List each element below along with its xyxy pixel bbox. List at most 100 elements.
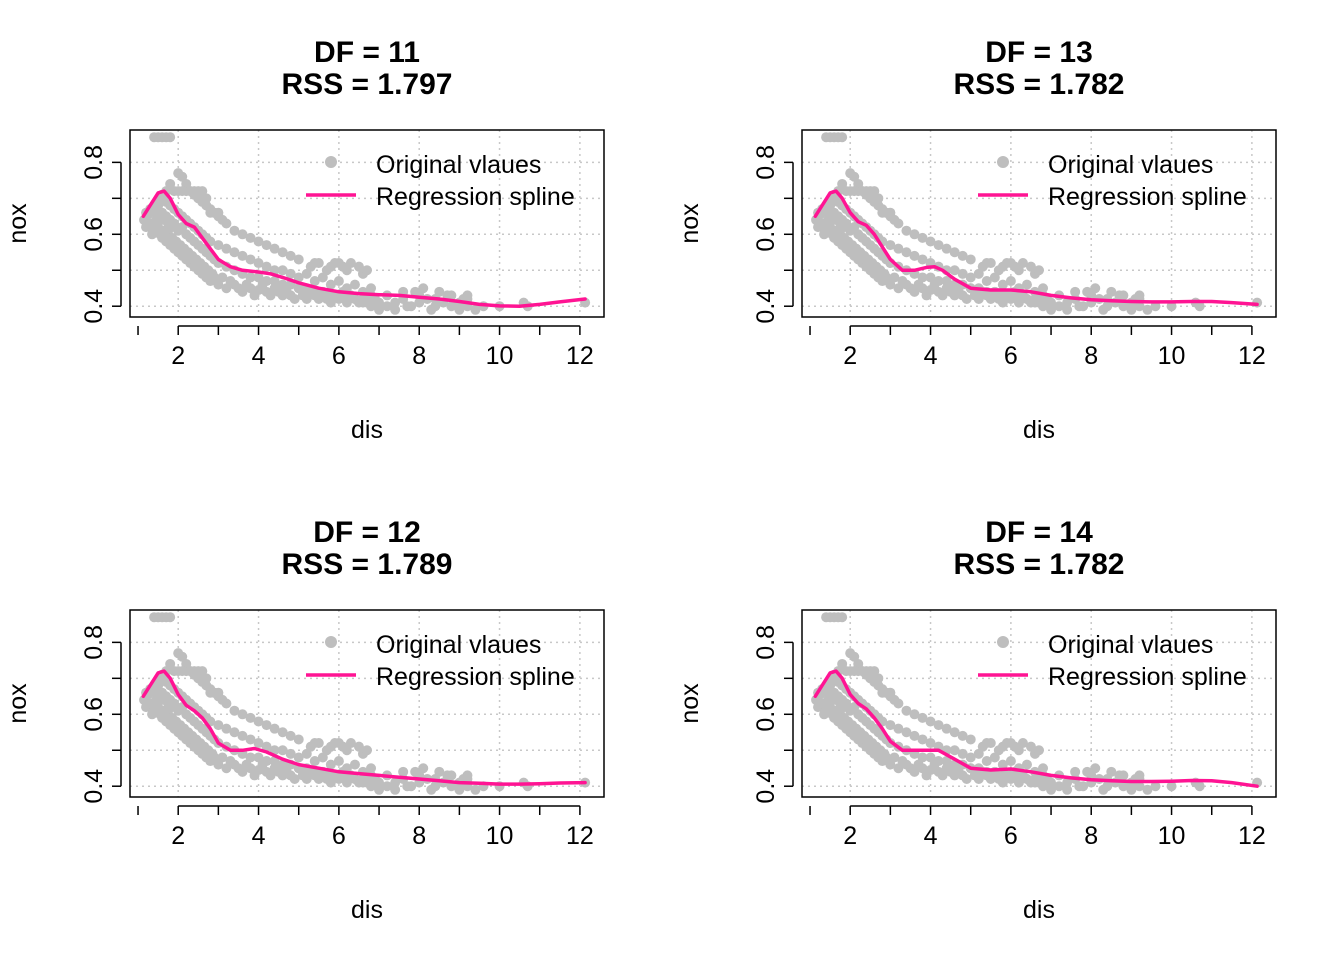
legend-label-spline: Regression spline [376, 183, 575, 211]
data-point [462, 770, 473, 781]
data-point [442, 770, 453, 781]
data-point [997, 759, 1008, 770]
data-point [337, 261, 348, 272]
x-tick-label: 8 [412, 822, 426, 850]
data-point [893, 723, 904, 734]
data-point [470, 784, 481, 795]
data-point [277, 265, 288, 276]
y-tick-label: 0.4 [752, 769, 780, 804]
data-point [965, 734, 976, 745]
data-point [949, 727, 960, 738]
data-point [374, 784, 385, 795]
legend-label-points: Original vlaues [1048, 151, 1213, 179]
data-point [237, 730, 248, 741]
data-point [981, 276, 992, 287]
data-point [341, 294, 352, 305]
data-point [917, 712, 928, 723]
data-point [957, 730, 968, 741]
data-point [1098, 784, 1109, 795]
data-point [917, 734, 928, 745]
data-point [434, 766, 445, 777]
x-tick-label: 12 [566, 822, 594, 850]
data-point [1025, 741, 1036, 752]
data-point [305, 741, 316, 752]
data-point [965, 254, 976, 265]
data-point [1005, 756, 1016, 767]
data-point [901, 705, 912, 716]
data-point [901, 247, 912, 258]
plot-frame [801, 129, 1277, 318]
data-point [889, 272, 900, 283]
data-point [217, 752, 228, 763]
data-point [313, 738, 324, 749]
data-point [237, 709, 248, 720]
data-point [357, 777, 368, 788]
data-point [253, 258, 264, 269]
data-point [418, 763, 429, 774]
data-point [917, 254, 928, 265]
data-point [1118, 781, 1129, 792]
x-tick-label: 2 [843, 822, 857, 850]
data-point [213, 687, 224, 698]
data-point [462, 290, 473, 301]
regression-spline-line [141, 669, 587, 786]
data-point [1070, 766, 1081, 777]
data-point [362, 265, 372, 276]
x-tick-label: 10 [1158, 822, 1186, 850]
data-point [382, 781, 393, 792]
plot-frame [129, 129, 605, 318]
x-tick-label: 6 [1004, 342, 1018, 370]
data-point [1021, 759, 1032, 770]
data-point [414, 297, 425, 308]
data-point [165, 132, 176, 143]
data-point [289, 774, 300, 785]
data-point [1005, 770, 1016, 781]
data-point [933, 756, 944, 767]
data-point [885, 240, 896, 251]
data-point [470, 304, 481, 315]
plot-frame [801, 609, 1277, 798]
data-point [1025, 261, 1036, 272]
data-point [418, 283, 429, 294]
data-point [985, 258, 996, 269]
x-tick-label: 8 [412, 342, 426, 370]
data-point [221, 243, 232, 254]
data-point [1126, 304, 1137, 315]
data-point [349, 279, 360, 290]
data-point [277, 247, 288, 258]
data-point [1194, 301, 1205, 312]
data-point [941, 276, 952, 287]
y-tick-label: 0.8 [752, 145, 780, 180]
data-point [285, 748, 296, 759]
data-point [269, 243, 280, 254]
data-point [933, 276, 944, 287]
y-axis-label: nox [676, 203, 704, 244]
x-tick-label: 2 [171, 822, 185, 850]
data-point [277, 279, 288, 290]
data-point [1046, 784, 1057, 795]
data-point [261, 276, 272, 287]
data-point [1106, 766, 1117, 777]
data-point [353, 261, 364, 272]
data-point [293, 734, 304, 745]
data-point [221, 698, 232, 709]
data-point [454, 784, 465, 795]
legend-label-spline: Regression spline [376, 663, 575, 691]
data-point [410, 286, 421, 297]
data-point [341, 774, 352, 785]
y-tick-label: 0.4 [80, 769, 108, 804]
x-tick-label: 4 [252, 342, 266, 370]
chart-subtitle: RSS = 1.782 [954, 68, 1125, 101]
data-point [374, 297, 385, 308]
data-point [237, 250, 248, 261]
x-axis-label: dis [351, 896, 383, 924]
data-point [885, 720, 896, 731]
y-tick-label: 0.8 [752, 625, 780, 660]
data-point [1034, 745, 1044, 756]
data-point [1074, 781, 1085, 792]
data-point [277, 727, 288, 738]
data-point [362, 745, 372, 756]
data-point [305, 261, 316, 272]
